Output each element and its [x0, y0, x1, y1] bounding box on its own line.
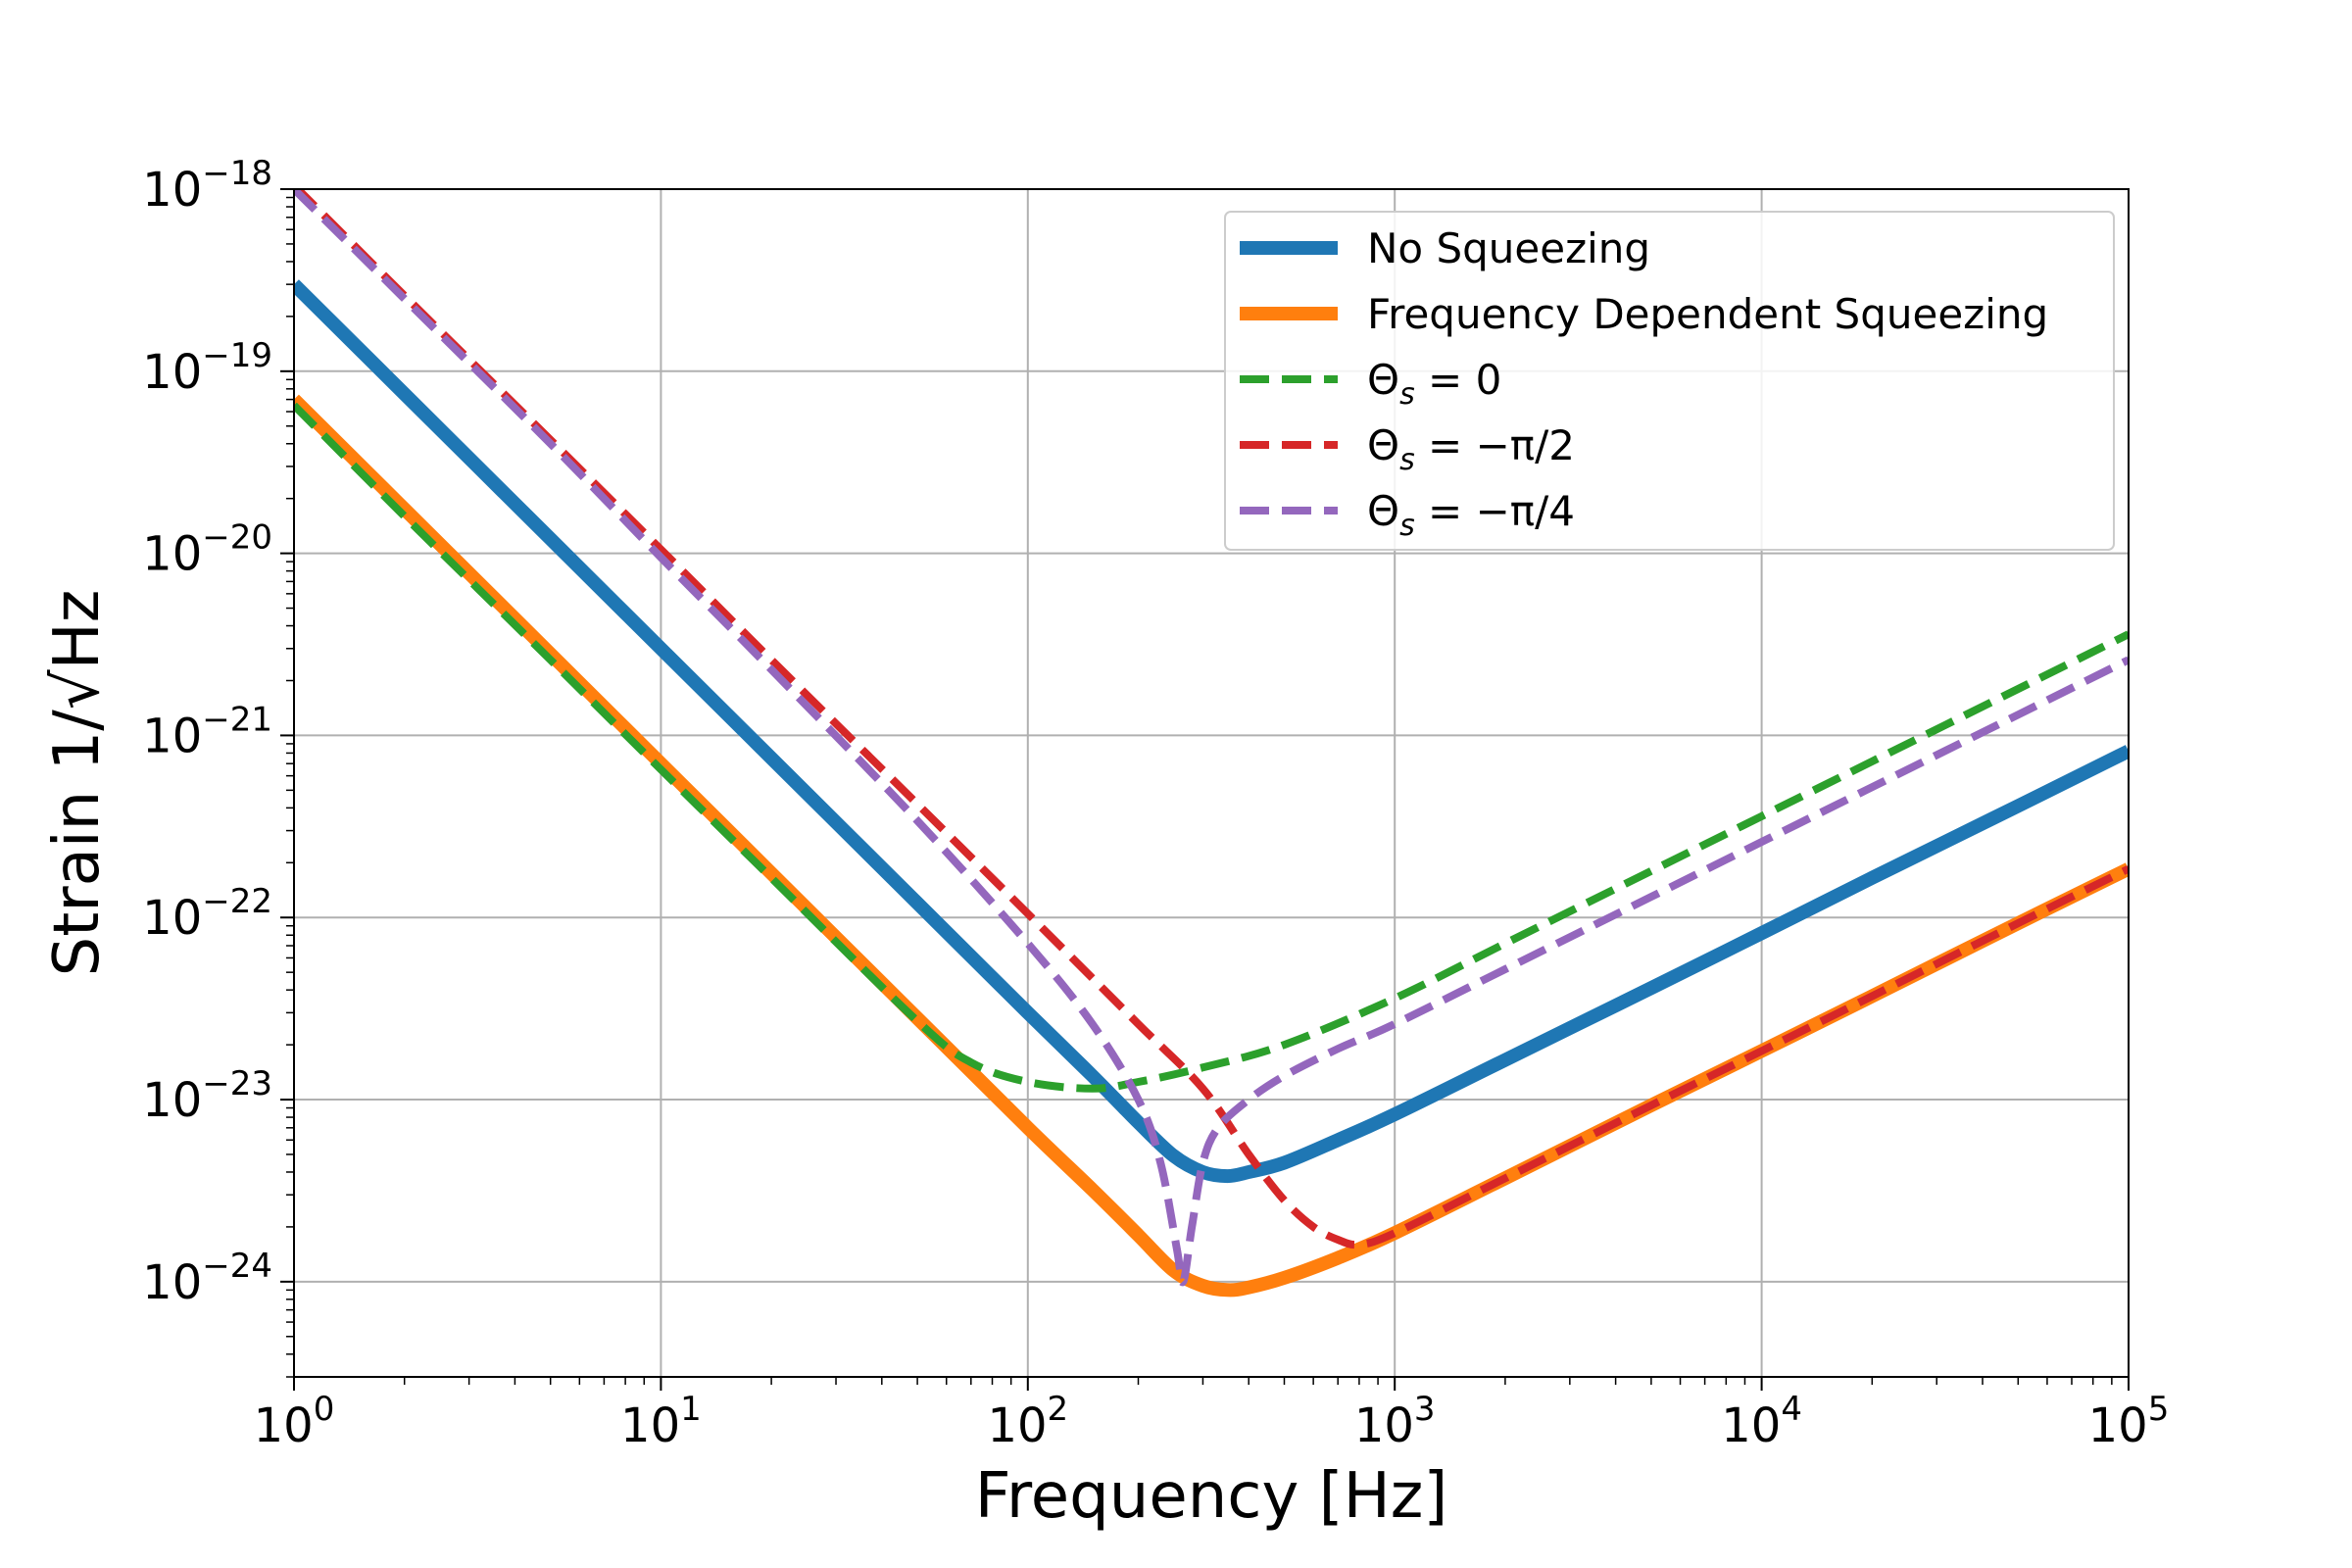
series-line-3	[294, 189, 2129, 1250]
y-tick-label: 10−20	[142, 518, 272, 582]
y-tick-label: 10−24	[142, 1247, 272, 1310]
legend-label-3: Θs = −π/2	[1367, 421, 1575, 477]
x-tick-labels: 100 101 102 103 104 105	[254, 1390, 2170, 1453]
legend-label-4: Θs = −π/4	[1367, 487, 1575, 543]
x-tick-label: 101	[620, 1390, 702, 1453]
y-tick-label: 10−18	[142, 154, 272, 218]
x-tick-label: 104	[1721, 1390, 1802, 1453]
series-line-4	[294, 189, 2129, 1287]
x-tick-label: 103	[1354, 1390, 1436, 1453]
y-axis-label: Strain 1/√Hz	[41, 590, 114, 977]
legend-label-0: No Squeezing	[1367, 224, 1650, 272]
legend-label-2: Θs = 0	[1367, 356, 1501, 412]
x-tick-label: 102	[987, 1390, 1068, 1453]
x-tick-label: 105	[2088, 1390, 2170, 1453]
x-axis-label: Frequency [Hz]	[975, 1460, 1448, 1533]
legend-box	[1224, 211, 2115, 551]
series-layer	[294, 189, 2129, 1298]
minor-ticks	[286, 196, 2113, 1385]
legend: No Squeezing Frequency Dependent Squeezin…	[1224, 211, 2115, 551]
y-tick-label: 10−21	[142, 700, 272, 763]
major-ticks	[280, 188, 2130, 1391]
y-tick-label: 10−19	[142, 336, 272, 400]
y-tick-label: 10−23	[142, 1064, 272, 1128]
y-tick-label: 10−22	[142, 882, 272, 946]
y-tick-labels: 10−24 10−23 10−22 10−21 10−20 10−19 10−18	[142, 154, 272, 1310]
legend-label-1: Frequency Dependent Squeezing	[1367, 290, 2048, 338]
x-tick-label: 100	[254, 1390, 335, 1453]
series-line-2	[294, 402, 2129, 1093]
grid	[293, 188, 2130, 1377]
plot-frame	[293, 188, 2130, 1378]
